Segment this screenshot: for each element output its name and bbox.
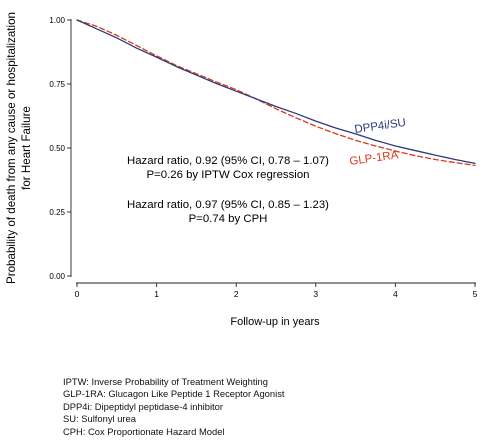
y-tick-label: 0.25 bbox=[49, 208, 65, 217]
annotation-iptw-p: P=0.26 by IPTW Cox regression bbox=[146, 169, 309, 181]
x-tick-label: 2 bbox=[234, 289, 239, 299]
annotation-iptw-hr: Hazard ratio, 0.92 (95% CI, 0.78 – 1.07) bbox=[127, 155, 329, 167]
y-tick-label: 0.75 bbox=[49, 80, 65, 89]
y-tick-label: 0.00 bbox=[49, 272, 65, 281]
footnotes: IPTW: Inverse Probability of Treatment W… bbox=[63, 376, 284, 438]
annotation-cph-p: P=0.74 by CPH bbox=[189, 213, 268, 225]
axes: 0.00 0.25 0.50 0.75 1.00 0 1 2 3 4 5 bbox=[49, 16, 477, 299]
x-axis-label: Follow-up in years bbox=[230, 316, 320, 328]
x-tick-label: 5 bbox=[473, 289, 478, 299]
series-line-dpp4i-su bbox=[76, 19, 476, 165]
series-label-dpp4i-su: DPP4i/SU bbox=[354, 117, 407, 136]
footnote-su: SU: Sulfonyl urea bbox=[63, 413, 136, 425]
x-tick-label: 4 bbox=[393, 289, 398, 299]
series-line-glp-1ra bbox=[76, 19, 476, 167]
x-tick-label: 3 bbox=[313, 289, 318, 299]
series-layer bbox=[76, 19, 476, 167]
x-tick-label: 0 bbox=[75, 289, 80, 299]
y-tick-label: 1.00 bbox=[49, 16, 65, 25]
footnote-dpp4i: DPP4i: Dipeptidyl peptidase-4 inhibitor bbox=[63, 400, 223, 412]
y-axis-label-line-2: for Heart Failure bbox=[20, 106, 33, 190]
x-tick-label: 1 bbox=[154, 289, 159, 299]
footnote-glp-1ra: GLP-1RA: Glucagon Like Peptide 1 Recepto… bbox=[63, 388, 285, 400]
y-axis-label-line-1: Probability of death from any cause or h… bbox=[5, 12, 18, 284]
label-layer: Probability of death from any cause or h… bbox=[5, 12, 407, 328]
footnote-iptw: IPTW: Inverse Probability of Treatment W… bbox=[63, 376, 268, 387]
y-tick-label: 0.50 bbox=[49, 144, 65, 153]
footnote-cph: CPH: Cox Proportionate Hazard Model bbox=[63, 425, 225, 437]
series-label-glp-1ra: GLP-1RA bbox=[349, 149, 400, 168]
annotation-cph-hr: Hazard ratio, 0.97 (95% CI, 0.85 – 1.23) bbox=[127, 199, 329, 211]
